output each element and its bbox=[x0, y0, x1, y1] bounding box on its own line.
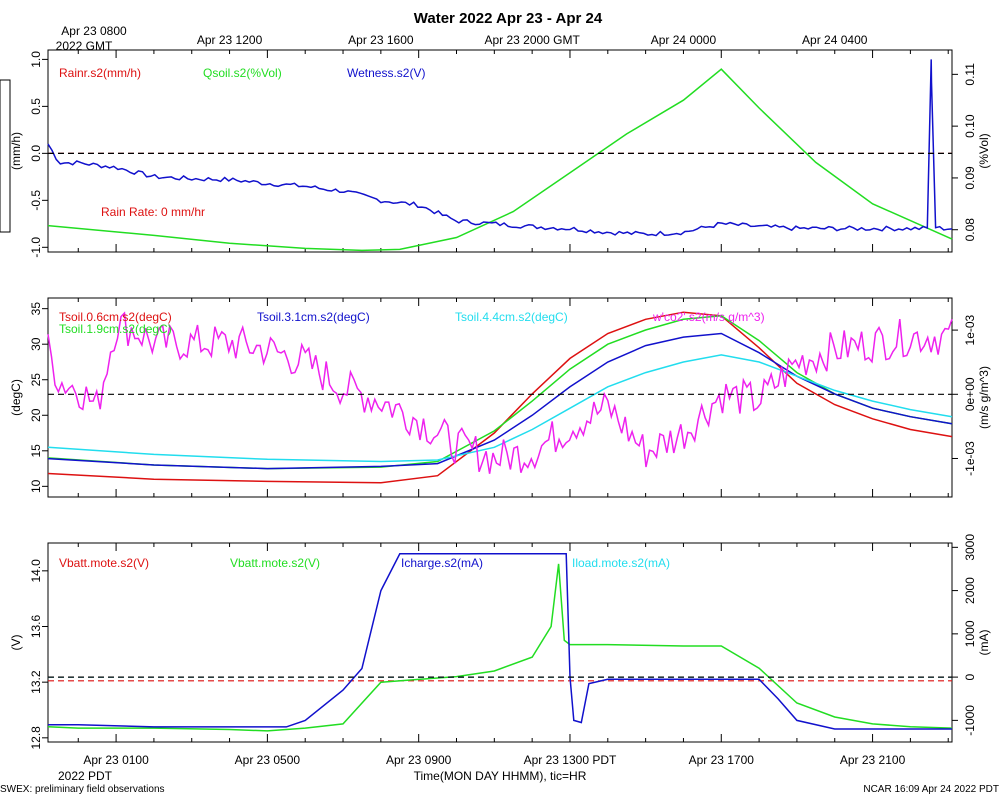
legend-wco2: w'co2'.s2(m/s g/m^3) bbox=[652, 310, 765, 324]
y-tick-label-left: 12.8 bbox=[29, 726, 43, 750]
series-line-1-1 bbox=[47, 315, 953, 470]
footer-right-note: NCAR 16:09 Apr 24 2022 PDT bbox=[863, 784, 999, 795]
y-tick-label-left: 1.0 bbox=[29, 51, 43, 68]
series-line-1-4 bbox=[47, 311, 953, 474]
y-axis-label-left: (degC) bbox=[9, 379, 23, 416]
bottom-time-label: Apr 23 0900 bbox=[386, 753, 452, 767]
y-axis-label-left: (mm/h) bbox=[9, 132, 23, 170]
top-time-label: Apr 23 2000 GMT bbox=[484, 33, 580, 47]
y-tick-label-left: 10 bbox=[29, 479, 43, 493]
rain-rate-annotation: Rain Rate: 0 mm/hr bbox=[101, 205, 205, 219]
y-tick-label-left: 0.0 bbox=[29, 145, 43, 162]
bottom-time-label: Apr 23 2100 bbox=[840, 753, 906, 767]
series-line-1-3 bbox=[47, 354, 953, 463]
legend-tsoil-06: Tsoil.0.6cm.s2(degC) bbox=[59, 310, 172, 324]
y-tick-label-left: 14.0 bbox=[29, 559, 43, 583]
y-axis-label-right: (m/s g/m^3) bbox=[977, 366, 991, 429]
series-line-2-1 bbox=[47, 563, 953, 732]
panel-frame bbox=[47, 297, 953, 498]
legend-vbatt-red: Vbatt.mote.s2(V) bbox=[59, 556, 149, 570]
figure-title: Water 2022 Apr 23 - Apr 24 bbox=[414, 10, 603, 27]
y-tick-label-right: 0.10 bbox=[963, 114, 977, 138]
legend-iload: Iload.mote.s2(mA) bbox=[572, 556, 670, 570]
top-time-label: Apr 24 0400 bbox=[802, 33, 868, 47]
top-time-label: Apr 23 1200 bbox=[197, 33, 263, 47]
y-axis-label-right: (mA) bbox=[977, 630, 991, 656]
legend-wetness: Wetness.s2(V) bbox=[347, 66, 425, 80]
bottom-year-label: 2022 PDT bbox=[58, 769, 113, 783]
y-tick-label-left: 35 bbox=[29, 302, 43, 316]
left-edge-box bbox=[0, 79, 11, 233]
x-axis-label: Time(MON DAY HHMM), tic=HR bbox=[414, 769, 587, 783]
y-tick-label-right: 1000 bbox=[963, 620, 977, 647]
series-line-0-1 bbox=[47, 68, 953, 252]
y-tick-label-right: 2000 bbox=[963, 577, 977, 604]
legend-tsoil-19: Tsoil.1.9cm.s2(degC) bbox=[59, 322, 172, 336]
series-line-2-2 bbox=[48, 553, 952, 730]
series-line-1-2 bbox=[47, 332, 953, 470]
footer-left-note: SWEX: preliminary field observations bbox=[0, 784, 165, 795]
y-tick-label-left: 0.5 bbox=[29, 98, 43, 115]
bottom-time-labels: Apr 23 0100 Apr 23 0500 Apr 23 0900 Apr 23 … bbox=[83, 753, 905, 767]
bottom-time-label: Apr 23 0100 bbox=[83, 753, 149, 767]
y-axis-label-left: (V) bbox=[9, 635, 23, 651]
y-tick-label-right: 0 bbox=[963, 673, 977, 680]
power-panel: 12.8 13.2 13.6 14.0 -1000 0 1000 2000 3000 (V) (mA… bbox=[9, 534, 991, 750]
top-time-label: Apr 23 1600 bbox=[348, 33, 414, 47]
series-line-0-2 bbox=[47, 59, 953, 237]
y-tick-label-right: 1e-03 bbox=[963, 314, 977, 345]
y-axis-label-right: (%Vol) bbox=[977, 133, 991, 168]
y-tick-label-right: 0.11 bbox=[963, 63, 977, 86]
top-first-time-label: Apr 23 0800 bbox=[61, 24, 127, 38]
panel-frame bbox=[47, 49, 953, 253]
panel-frame bbox=[47, 542, 953, 743]
bottom-time-label: Apr 23 1700 bbox=[689, 753, 755, 767]
y-tick-label-right: 0e+00 bbox=[963, 377, 977, 411]
top-first-time-label-year: 2022 GMT bbox=[56, 39, 113, 53]
y-tick-label-left: -0.5 bbox=[29, 190, 43, 211]
soil-temperature-panel: 10 15 20 25 30 35 -1e-03 0e+00 1e-03 (degC) (m/s g… bbox=[9, 297, 991, 498]
top-time-label: Apr 24 0000 bbox=[651, 33, 717, 47]
bottom-time-label: Apr 23 0500 bbox=[235, 753, 301, 767]
bottom-time-label: Apr 23 1300 PDT bbox=[524, 753, 617, 767]
legend-tsoil-31: Tsoil.3.1cm.s2(degC) bbox=[257, 310, 370, 324]
legend-qsoil: Qsoil.s2(%Vol) bbox=[203, 66, 282, 80]
series-line-1-0 bbox=[47, 311, 953, 484]
y-tick-label-right: 0.08 bbox=[963, 218, 977, 242]
legend-vbatt-green: Vbatt.mote.s2(V) bbox=[230, 556, 320, 570]
y-tick-label-right: -1e-03 bbox=[963, 441, 977, 476]
legend-icharge: Icharge.s2(mA) bbox=[401, 556, 483, 570]
legend-rainr: Rainr.s2(mm/h) bbox=[59, 66, 141, 80]
legend-tsoil-44: Tsoil.4.4cm.s2(degC) bbox=[455, 310, 568, 324]
y-tick-label-left: 20 bbox=[29, 408, 43, 422]
y-tick-label-right: -1000 bbox=[963, 705, 977, 736]
soil-legend: Tsoil.0.6cm.s2(degC) Tsoil.1.9cm.s2(degC… bbox=[59, 310, 765, 336]
top-time-labels: Apr 23 1200 Apr 23 1600 Apr 23 2000 GMT Apr… bbox=[197, 33, 868, 47]
water-panel: -1.0 -0.5 0.0 0.5 1.0 0.08 0.09 0.10 0.11 (mm/h) (… bbox=[9, 49, 991, 258]
water-legend: Rainr.s2(mm/h) Qsoil.s2(%Vol) Wetness.s2… bbox=[59, 66, 425, 219]
y-tick-label-left: 13.6 bbox=[29, 614, 43, 638]
y-tick-label-right: 3000 bbox=[963, 534, 977, 561]
y-tick-label-left: 25 bbox=[29, 373, 43, 387]
power-legend: Vbatt.mote.s2(V) Vbatt.mote.s2(V) Icharg… bbox=[59, 556, 670, 570]
y-tick-label-left: 15 bbox=[29, 444, 43, 458]
y-tick-label-left: 30 bbox=[29, 337, 43, 351]
y-tick-label-left: 13.2 bbox=[29, 670, 43, 694]
y-tick-label-left: -1.0 bbox=[29, 237, 43, 258]
y-tick-label-right: 0.09 bbox=[963, 166, 977, 190]
